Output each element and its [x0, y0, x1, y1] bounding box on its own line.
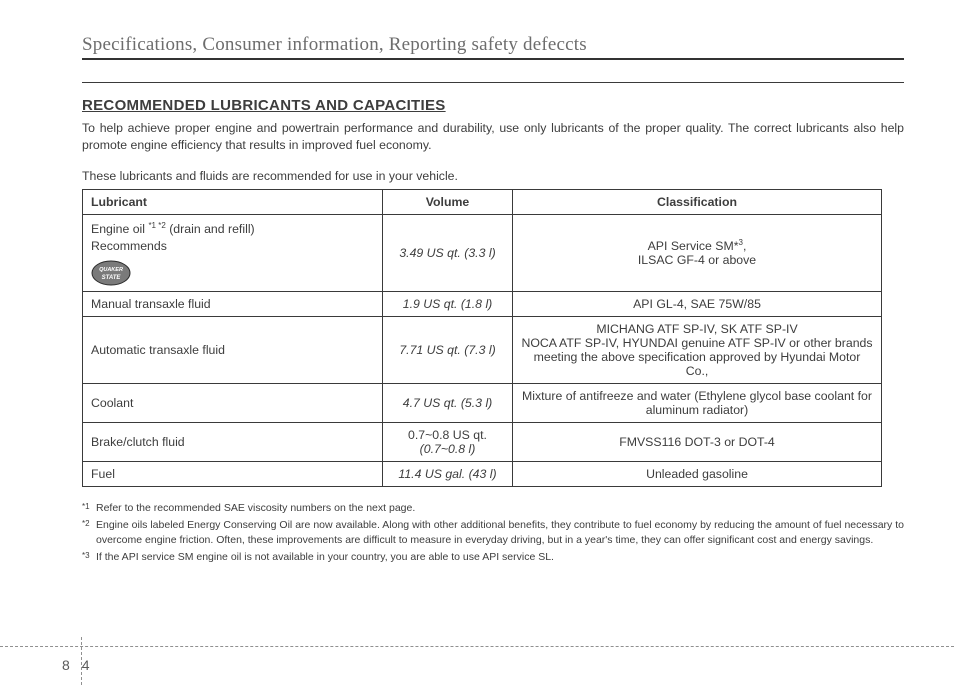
cell-lubricant: Brake/clutch fluid — [83, 422, 383, 461]
footer-dashed-rule — [0, 646, 954, 647]
lubricants-table: Lubricant Volume Classification Engine o… — [82, 189, 882, 487]
cell-volume: 4.7 US qt. (5.3 l) — [383, 383, 513, 422]
col-lubricant: Lubricant — [83, 190, 383, 215]
engine-oil-pre: Engine oil — [91, 222, 148, 236]
cell-classification: Mixture of antifreeze and water (Ethylen… — [513, 383, 882, 422]
footnote-text: Engine oils labeled Energy Conserving Oi… — [96, 518, 904, 548]
section-header: Specifications, Consumer information, Re… — [82, 34, 904, 60]
engine-oil-sup: *1 *2 — [148, 221, 165, 230]
class-post: , — [743, 239, 746, 253]
recommends-label: Recommends — [91, 239, 167, 253]
footnotes: *1 Refer to the recommended SAE viscosit… — [82, 501, 904, 566]
page-left: 8 — [62, 657, 70, 673]
footnote-3: *3 If the API service SM engine oil is n… — [82, 550, 904, 565]
badge-text1: QUAKER — [99, 267, 123, 273]
cell-volume: 0.7~0.8 US qt. (0.7~0.8 l) — [383, 422, 513, 461]
cell-lubricant: Automatic transaxle fluid — [83, 316, 383, 383]
quaker-state-badge-icon: QUAKER STATE — [91, 260, 131, 286]
vol-line2: (0.7~0.8 l) — [420, 442, 476, 456]
table-header-row: Lubricant Volume Classification — [83, 190, 882, 215]
footnote-mark: *3 — [82, 550, 96, 565]
footnote-text: If the API service SM engine oil is not … — [96, 550, 554, 565]
class-pre: API Service SM* — [648, 239, 739, 253]
lead-sentence: These lubricants and fluids are recommen… — [82, 169, 904, 183]
col-volume: Volume — [383, 190, 513, 215]
page-number: 8 4 — [62, 657, 90, 673]
cell-volume: 11.4 US gal. (43 l) — [383, 461, 513, 486]
table-row: Manual transaxle fluid 1.9 US qt. (1.8 l… — [83, 291, 882, 316]
class-line2: NOCA ATF SP-IV, HYUNDAI genuine ATF SP-I… — [521, 336, 872, 378]
page-title: RECOMMENDED LUBRICANTS AND CAPACITIES — [82, 97, 904, 114]
footnote-mark: *1 — [82, 501, 96, 516]
engine-oil-post: (drain and refill) — [166, 222, 255, 236]
cell-volume: 3.49 US qt. (3.3 l) — [383, 215, 513, 292]
col-classification: Classification — [513, 190, 882, 215]
vol-line1: 0.7~0.8 US qt. — [408, 428, 487, 442]
cell-classification: API Service SM*3, ILSAC GF-4 or above — [513, 215, 882, 292]
cell-classification: API GL-4, SAE 75W/85 — [513, 291, 882, 316]
table-row: Automatic transaxle fluid 7.71 US qt. (7… — [83, 316, 882, 383]
footnote-2: *2 Engine oils labeled Energy Conserving… — [82, 518, 904, 548]
class-line1: MICHANG ATF SP-IV, SK ATF SP-IV — [596, 322, 797, 336]
page-right: 4 — [82, 657, 90, 673]
intro-paragraph: To help achieve proper engine and powert… — [82, 120, 904, 153]
cell-volume: 7.71 US qt. (7.3 l) — [383, 316, 513, 383]
badge-text2: STATE — [102, 275, 122, 281]
table-row: Brake/clutch fluid 0.7~0.8 US qt. (0.7~0… — [83, 422, 882, 461]
page-root: Specifications, Consumer information, Re… — [0, 0, 954, 685]
cell-lubricant: Manual transaxle fluid — [83, 291, 383, 316]
cell-lubricant: Engine oil *1 *2 (drain and refill) Reco… — [83, 215, 383, 292]
table-row: Engine oil *1 *2 (drain and refill) Reco… — [83, 215, 882, 292]
cell-lubricant: Fuel — [83, 461, 383, 486]
cell-classification: Unleaded gasoline — [513, 461, 882, 486]
cell-classification: MICHANG ATF SP-IV, SK ATF SP-IV NOCA ATF… — [513, 316, 882, 383]
footnote-1: *1 Refer to the recommended SAE viscosit… — [82, 501, 904, 516]
cell-classification: FMVSS116 DOT-3 or DOT-4 — [513, 422, 882, 461]
footnote-mark: *2 — [82, 518, 96, 548]
table-row: Coolant 4.7 US qt. (5.3 l) Mixture of an… — [83, 383, 882, 422]
table-row: Fuel 11.4 US gal. (43 l) Unleaded gasoli… — [83, 461, 882, 486]
section-header-text: Specifications, Consumer information, Re… — [82, 34, 587, 55]
footnote-text: Refer to the recommended SAE viscosity n… — [96, 501, 415, 516]
cell-volume: 1.9 US qt. (1.8 l) — [383, 291, 513, 316]
class-line2: ILSAC GF-4 or above — [638, 253, 756, 267]
cell-lubricant: Coolant — [83, 383, 383, 422]
